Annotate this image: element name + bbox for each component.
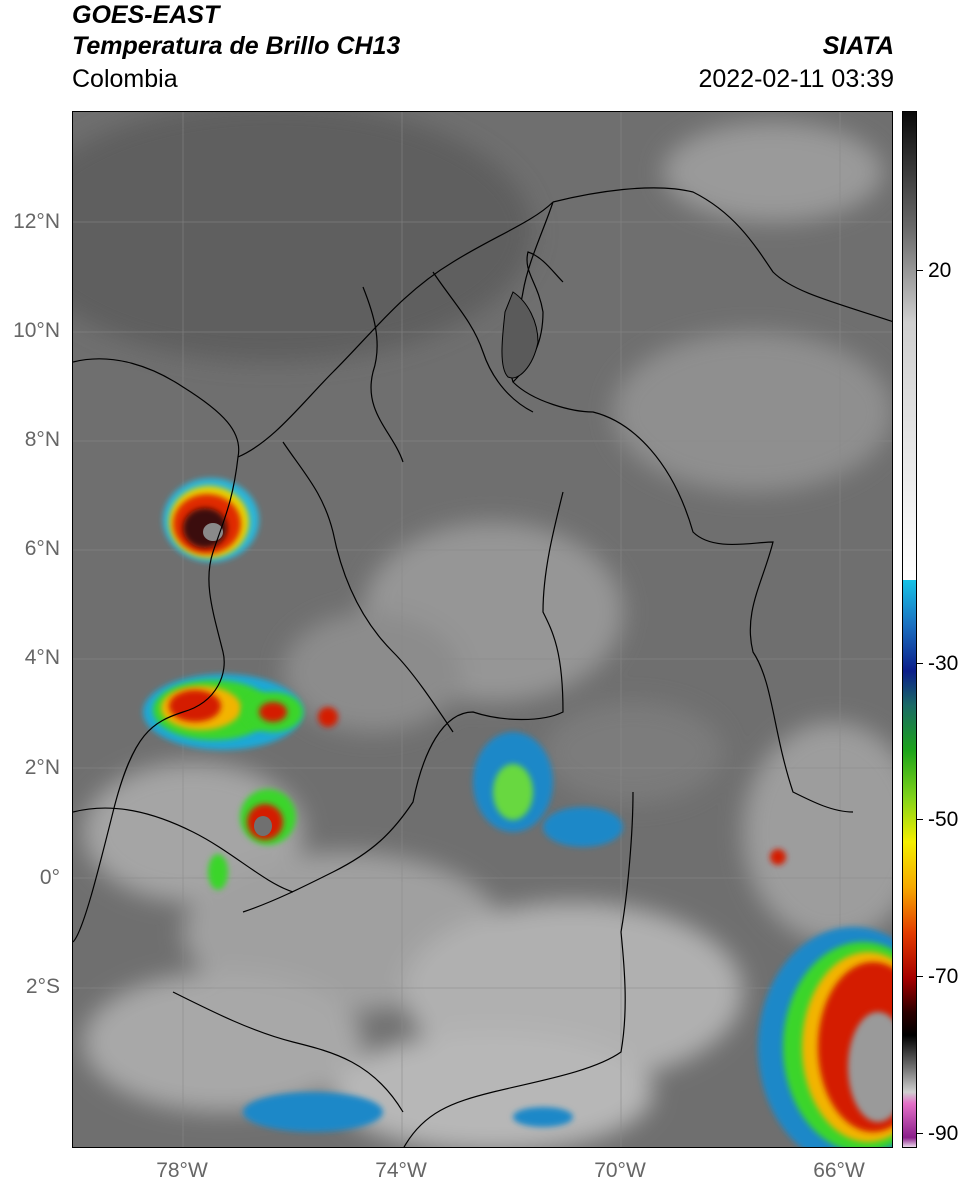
colorbar-gradient [903,112,916,1147]
lon-label: 70°W [594,1159,646,1182]
storm-cell-south [240,789,296,845]
borders [73,187,892,1147]
colorbar-label: -30 [928,652,959,675]
colorbar-tick [917,1133,923,1134]
colorbar [902,111,917,1148]
lat-label: 8°N [24,428,60,451]
lake-maracaibo [501,291,539,379]
storm-cell-southeast [758,927,892,1147]
lat-label: 12°N [13,210,60,233]
lon-label: 66°W [813,1159,865,1182]
lat-label: 0° [39,866,60,889]
colorbar-label: -90 [928,1122,959,1145]
colorbar-label: -50 [928,808,959,831]
colorbar-label: 20 [928,259,952,282]
right-header: SIATA 2022-02-11 03:39 [698,31,894,95]
colorbar-label: -70 [928,965,959,988]
colorbar-tick [917,663,923,664]
satellite-map [72,111,893,1148]
lat-label: 2°S [25,975,60,998]
colorbar-tick [917,976,923,977]
colorbar-tick [917,819,923,820]
datetime-label: 2022-02-11 03:39 [698,65,894,93]
lat-label: 2°N [24,756,60,779]
storm-cell-north [163,478,259,562]
source-label: SIATA [822,32,894,60]
region-title: Colombia [72,65,178,93]
lon-label: 74°W [375,1159,427,1182]
lon-label: 78°W [156,1159,208,1182]
storm-cell-guaviare [473,732,623,847]
storm-cell-bottom [208,849,786,1132]
cloud-layer [73,112,533,362]
lat-label: 6°N [24,537,60,560]
map-svg [73,112,892,1147]
colorbar-tick [917,270,923,271]
product-title: Temperatura de Brillo CH13 [72,32,401,60]
lat-label: 10°N [13,319,60,342]
lat-label: 4°N [24,646,60,669]
title-block: GOES-EAST Temperatura de Brillo CH13 Col… [72,0,400,95]
storm-cell-pacific [143,674,338,750]
satellite-title: GOES-EAST [72,1,220,29]
